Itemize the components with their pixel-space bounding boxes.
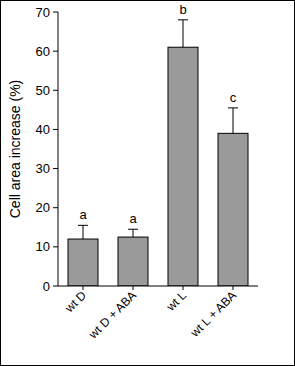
x-tick-label: wt L	[163, 288, 189, 314]
y-tick	[53, 286, 58, 287]
x-tick	[233, 286, 234, 290]
error-cap	[178, 19, 188, 20]
error-cap	[228, 107, 238, 108]
y-tick-label: 30	[36, 161, 50, 176]
y-tick	[53, 168, 58, 169]
x-tick	[83, 286, 84, 290]
annotation: a	[129, 211, 137, 226]
error-bar	[178, 20, 188, 47]
annotation: a	[79, 207, 87, 222]
x-tick	[133, 286, 134, 290]
annotation: c	[230, 90, 237, 105]
y-tick-label: 40	[36, 122, 50, 137]
y-tick	[53, 90, 58, 91]
y-axis-label: Cell area increase (%)	[7, 80, 23, 219]
error-bar	[228, 108, 238, 133]
error-stem	[233, 108, 234, 133]
bar	[68, 239, 98, 286]
error-bar	[128, 229, 138, 237]
error-stem	[133, 229, 134, 237]
y-tick	[53, 246, 58, 247]
x-tick-label: wt L + ABA	[187, 288, 239, 340]
x-tick-label: wt D	[62, 288, 90, 316]
y-tick	[53, 129, 58, 130]
bar	[118, 237, 148, 286]
y-tick-label: 10	[36, 239, 50, 254]
y-tick-label: 50	[36, 83, 50, 98]
chart: a a b c 0 10 20 30 40 50 60 70 wt Dwt D + ABA wt Lwt …	[0, 0, 295, 366]
y-tick	[53, 207, 58, 208]
x-tick-label: wt D + ABA	[85, 288, 139, 342]
error-cap	[78, 225, 88, 226]
y-tick	[53, 12, 58, 13]
x-axis	[58, 286, 258, 287]
annotation: b	[179, 2, 186, 17]
y-axis	[58, 12, 59, 286]
error-stem	[83, 225, 84, 239]
bars	[68, 20, 248, 286]
bar	[168, 47, 198, 286]
y-tick-label: 60	[36, 44, 50, 59]
bar	[218, 133, 248, 286]
y-tick-label: 20	[36, 200, 50, 215]
y-tick-label: 70	[36, 5, 50, 20]
y-tick	[53, 51, 58, 52]
error-cap	[128, 229, 138, 230]
error-stem	[183, 20, 184, 47]
y-tick-label: 0	[43, 279, 50, 294]
error-bar	[78, 225, 88, 239]
x-tick	[183, 286, 184, 290]
